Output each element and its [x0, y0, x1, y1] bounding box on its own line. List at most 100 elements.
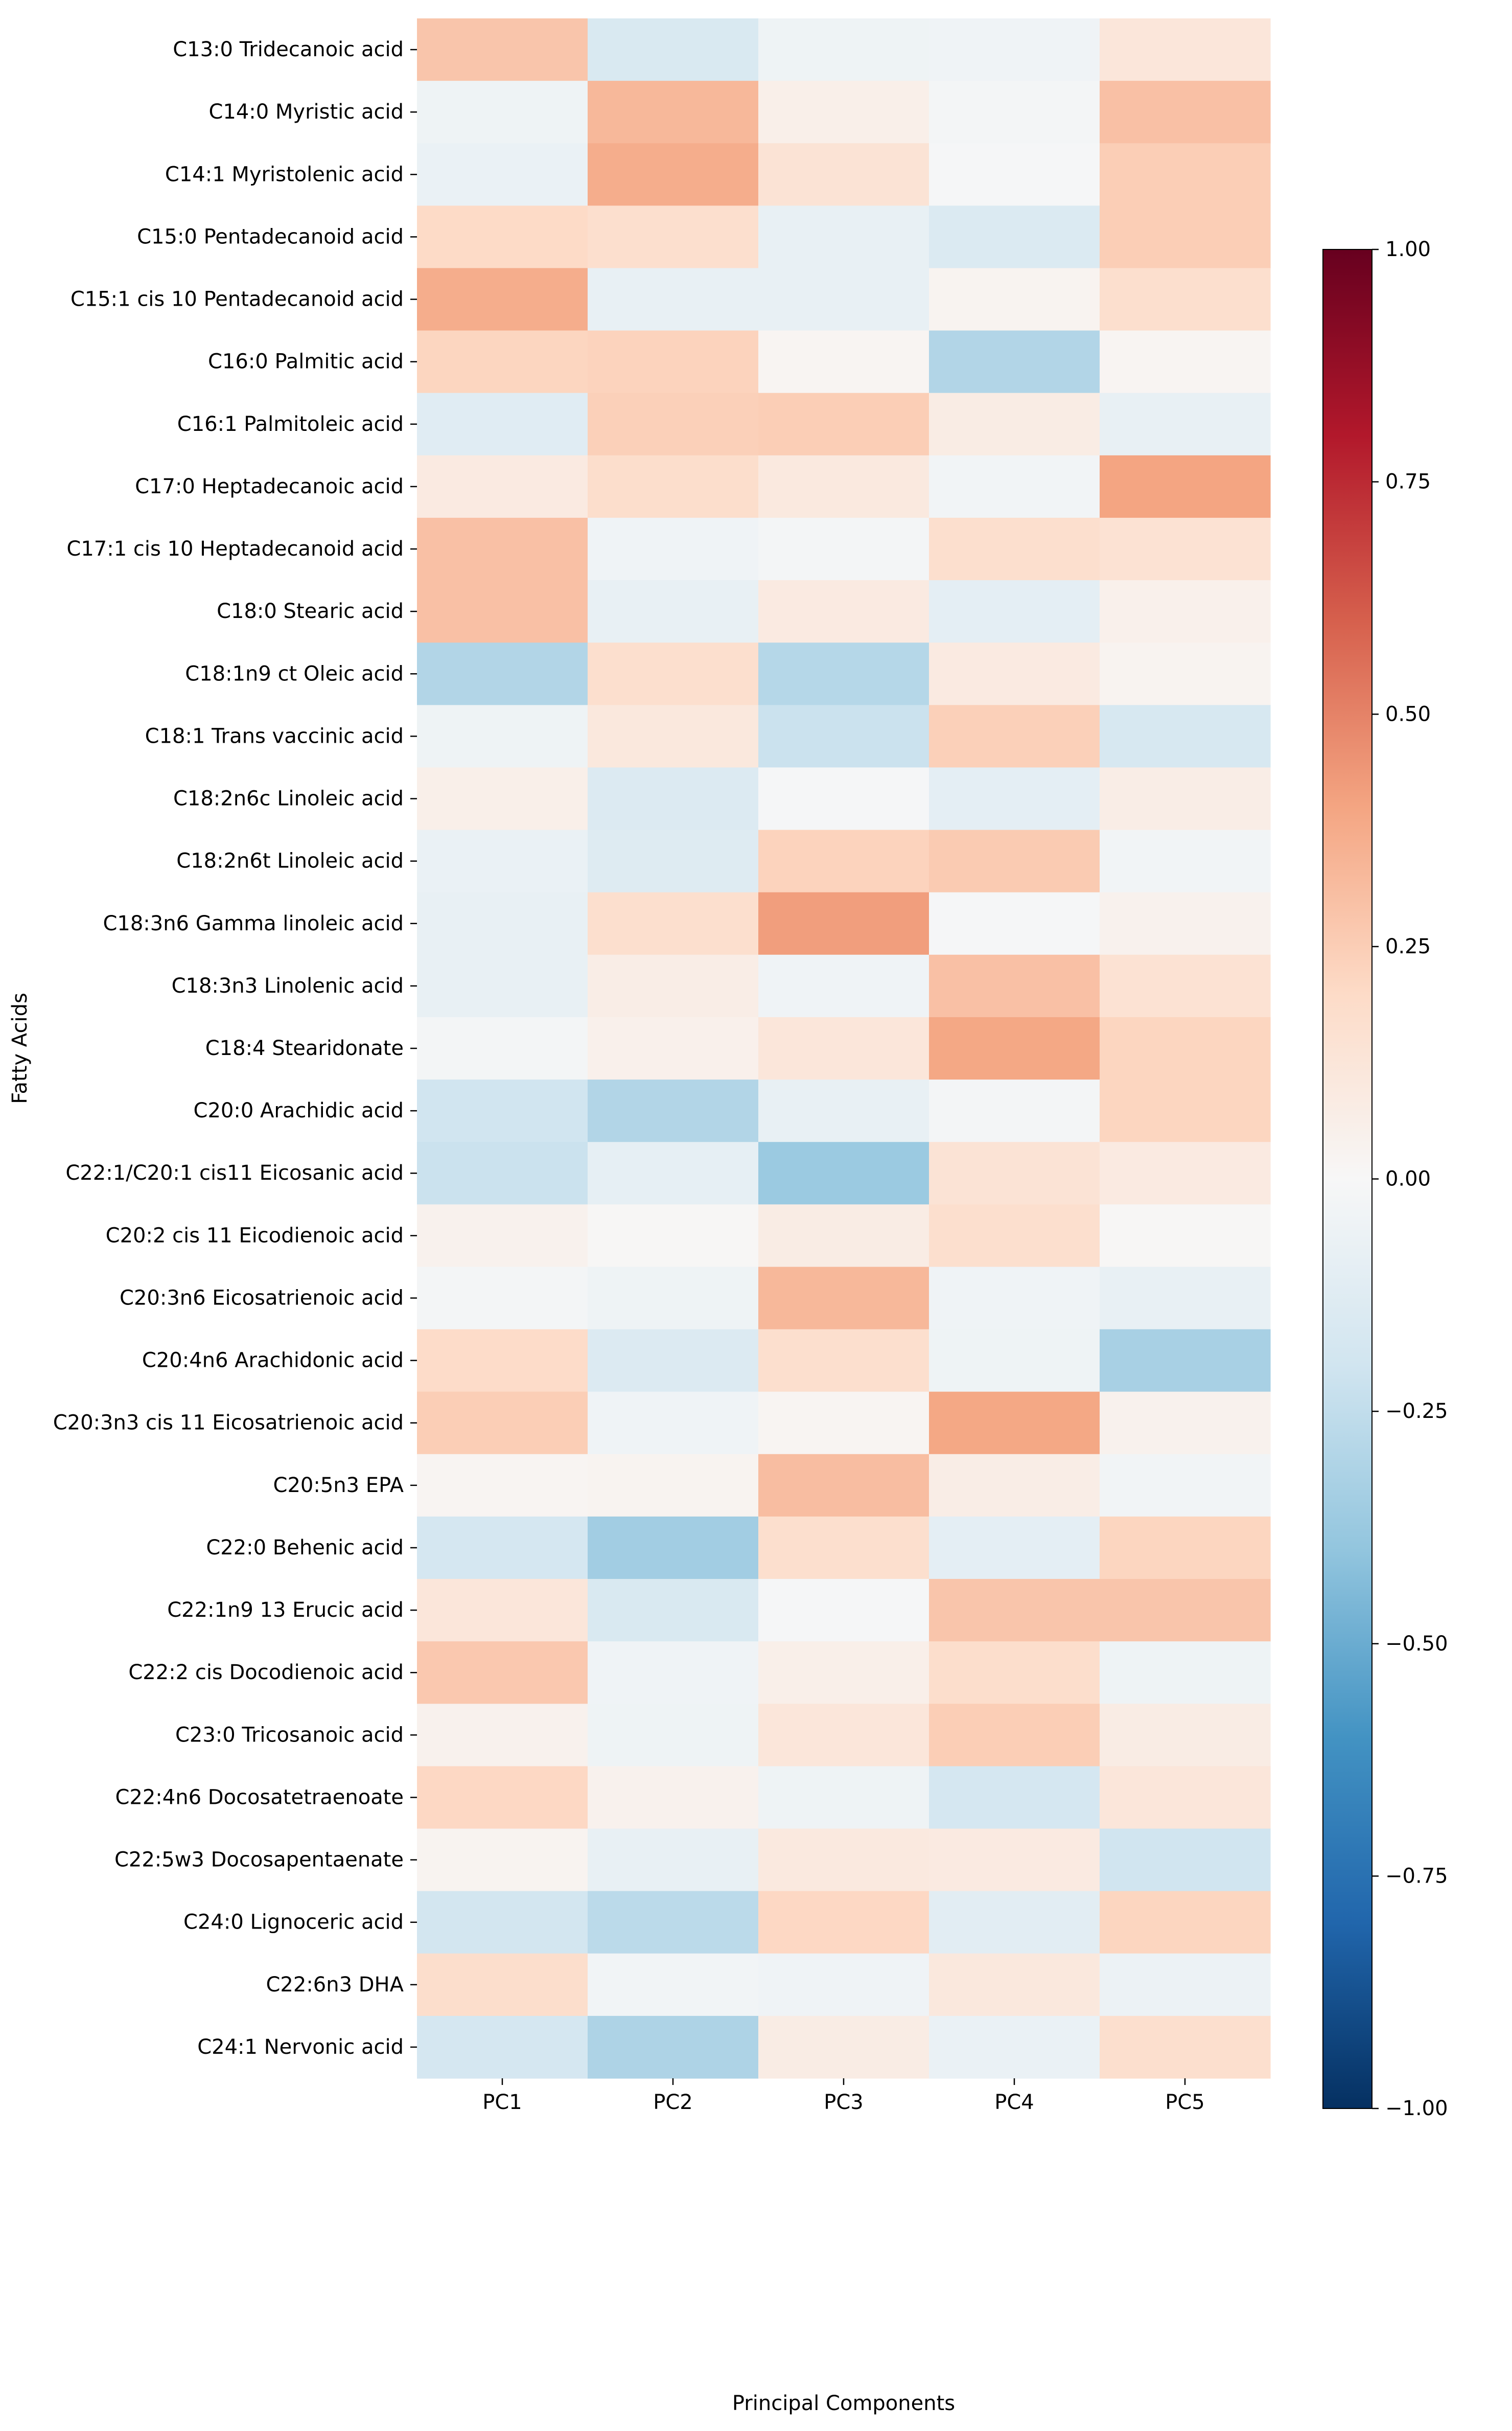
heatmap-cell: [758, 830, 929, 893]
heatmap-cell: [417, 830, 588, 893]
heatmap-cell: [758, 1142, 929, 1205]
heatmap-cell: [1100, 1516, 1271, 1579]
heatmap-cell: [417, 205, 588, 269]
heatmap-cell: [588, 767, 759, 831]
heatmap-cell: [588, 1454, 759, 1517]
heatmap-cell: [588, 2015, 759, 2079]
heatmap-cell: [758, 580, 929, 643]
heatmap-cell: [417, 393, 588, 456]
heatmap-cell: [1100, 580, 1271, 643]
row-label: C16:1 Palmitoleic acid: [177, 412, 404, 436]
heatmap-cell: [929, 1828, 1100, 1892]
heatmap-cell: [417, 705, 588, 768]
heatmap-cell: [758, 1391, 929, 1455]
heatmap-cell: [1100, 1391, 1271, 1455]
heatmap-cell: [588, 393, 759, 456]
row-label: C22:6n3 DHA: [266, 1973, 404, 1997]
heatmap-cell: [1100, 81, 1271, 144]
heatmap-cell: [758, 1953, 929, 2016]
heatmap-cell: [758, 1828, 929, 1892]
heatmap-cell: [588, 892, 759, 955]
heatmap-cell: [929, 767, 1100, 831]
heatmap-cell: [417, 1704, 588, 1767]
row-labels: C13:0 Tridecanoic acid C14:0 Myristic aci…: [53, 38, 417, 2059]
colorbar-gradient: [1322, 249, 1373, 2109]
heatmap-cell: [588, 1204, 759, 1268]
row-label: C20:0 Arachidic acid: [194, 1099, 404, 1122]
heatmap-cell: [929, 1891, 1100, 1954]
row-label: C20:2 cis 11 Eicodienoic acid: [106, 1224, 404, 1247]
heatmap-cell: [588, 1329, 759, 1392]
heatmap-cell: [588, 330, 759, 394]
heatmap-cell: [758, 1766, 929, 1829]
heatmap-cell: [417, 1891, 588, 1954]
heatmap-cell: [929, 954, 1100, 1018]
heatmap-cell: [1100, 18, 1271, 81]
heatmap-cell: [929, 643, 1100, 705]
heatmap-cell: [1100, 1828, 1271, 1892]
heatmap-cell: [417, 1953, 588, 2016]
row-label: C18:3n6 Gamma linoleic acid: [103, 912, 404, 935]
heatmap-cell: [588, 1891, 759, 1954]
heatmap-cell: [929, 1142, 1100, 1205]
heatmap-cell: [588, 1953, 759, 2016]
heatmap-cell: [758, 1267, 929, 1330]
heatmap-cell: [1100, 1454, 1271, 1517]
heatmap-cell: [1100, 830, 1271, 893]
row-label: C20:3n6 Eicosatrienoic acid: [120, 1286, 404, 1310]
row-label: C24:1 Nervonic acid: [197, 2035, 404, 2059]
heatmap-cell: [1100, 954, 1271, 1018]
heatmap-cell: [417, 18, 588, 81]
heatmap-cell: [1100, 892, 1271, 955]
row-label: C22:1/C20:1 cis11 Eicosanic acid: [65, 1161, 404, 1185]
row-label: C18:1 Trans vaccinic acid: [145, 724, 404, 748]
heatmap-cell: [758, 268, 929, 331]
row-label: C18:3n3 Linolenic acid: [172, 974, 404, 998]
heatmap-cell: [929, 330, 1100, 394]
row-label: C20:5n3 EPA: [273, 1474, 404, 1497]
heatmap-cell: [417, 1766, 588, 1829]
heatmap-cell: [1100, 268, 1271, 331]
heatmap-cell: [929, 1080, 1100, 1142]
heatmap-cell: [758, 330, 929, 394]
colorbar-tick-label: 0.50: [1385, 702, 1431, 726]
heatmap-cell: [758, 517, 929, 581]
heatmap-cell: [929, 1641, 1100, 1704]
heatmap-cell: [758, 2015, 929, 2079]
heatmap-cell: [758, 1579, 929, 1642]
row-label: C18:2n6t Linoleic acid: [176, 850, 404, 873]
heatmap-cell: [758, 81, 929, 144]
heatmap-cell: [1100, 205, 1271, 269]
heatmap-cell: [929, 81, 1100, 144]
heatmap-cell: [758, 455, 929, 518]
heatmap-cell: [758, 393, 929, 456]
heatmap-cell: [758, 1204, 929, 1268]
column-label: PC2: [653, 2091, 693, 2114]
column-label: PC4: [994, 2091, 1034, 2114]
colorbar: 1.00 0.75 0.50 0.25 0.00 −0.25 −0.50 −0.75 −1.00: [1322, 238, 1448, 2120]
heatmap-cell: [417, 143, 588, 206]
colorbar-tick-label: 1.00: [1385, 238, 1431, 261]
heatmap-cell: [929, 1204, 1100, 1268]
heatmap-cell: [588, 643, 759, 705]
heatmap-cell: [758, 892, 929, 955]
heatmap-cell: [588, 705, 759, 768]
heatmap-cell: [1100, 705, 1271, 768]
heatmap-cell: [417, 767, 588, 831]
heatmap-cell: [417, 1080, 588, 1142]
heatmap-cell: [1100, 1766, 1271, 1829]
heatmap-cell: [758, 705, 929, 768]
heatmap-cell: [1100, 767, 1271, 831]
colorbar-tick-label: −1.00: [1385, 2097, 1448, 2120]
row-label: C17:0 Heptadecanoic acid: [135, 475, 404, 498]
heatmap-cell: [417, 1828, 588, 1892]
heatmap-cell: [588, 580, 759, 643]
heatmap-cell: [588, 1391, 759, 1455]
row-label: C18:0 Stearic acid: [217, 600, 404, 623]
heatmap-cell: [417, 1204, 588, 1268]
heatmap-cell: [929, 1017, 1100, 1080]
heatmap-cell: [417, 892, 588, 955]
heatmap-cell: [588, 830, 759, 893]
heatmap-cell: [929, 1391, 1100, 1455]
